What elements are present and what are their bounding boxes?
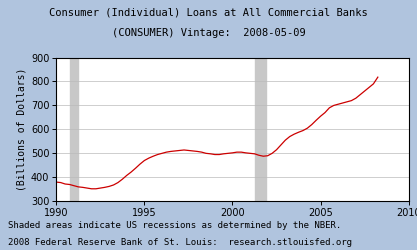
Bar bbox=[70, 58, 78, 201]
Text: (CONSUMER) Vintage:  2008-05-09: (CONSUMER) Vintage: 2008-05-09 bbox=[112, 28, 305, 38]
Y-axis label: (Billions of Dollars): (Billions of Dollars) bbox=[17, 68, 27, 191]
Bar bbox=[254, 58, 266, 201]
Text: Consumer (Individual) Loans at All Commercial Banks: Consumer (Individual) Loans at All Comme… bbox=[49, 8, 368, 18]
Text: 2008 Federal Reserve Bank of St. Louis:  research.stlouisfed.org: 2008 Federal Reserve Bank of St. Louis: … bbox=[8, 238, 352, 247]
Text: Shaded areas indicate US recessions as determined by the NBER.: Shaded areas indicate US recessions as d… bbox=[8, 221, 342, 230]
